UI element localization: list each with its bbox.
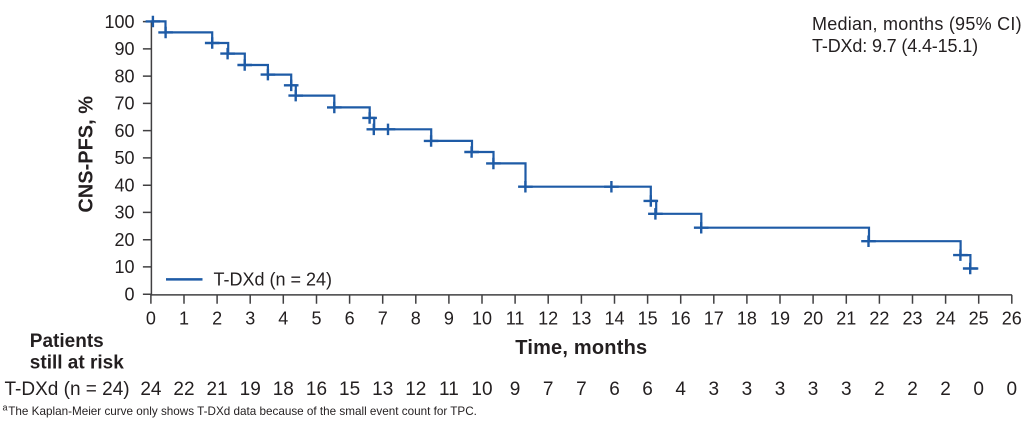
svg-text:6: 6 (609, 379, 620, 400)
svg-text:16: 16 (306, 379, 327, 400)
svg-text:7: 7 (576, 379, 587, 400)
svg-text:11: 11 (439, 379, 459, 400)
svg-text:2: 2 (212, 309, 222, 329)
svg-text:21: 21 (836, 309, 856, 329)
svg-text:2: 2 (940, 379, 951, 400)
svg-text:7: 7 (543, 379, 554, 400)
svg-text:18: 18 (737, 309, 757, 329)
svg-text:9: 9 (444, 309, 454, 329)
svg-text:1: 1 (179, 309, 189, 329)
svg-text:13: 13 (571, 309, 591, 329)
svg-text:7: 7 (378, 309, 388, 329)
svg-text:25: 25 (969, 309, 989, 329)
svg-text:a: a (3, 403, 8, 413)
svg-text:19: 19 (240, 379, 261, 400)
svg-text:24: 24 (936, 309, 956, 329)
svg-text:22: 22 (869, 309, 889, 329)
svg-text:4: 4 (675, 379, 686, 400)
svg-text:12: 12 (538, 309, 558, 329)
svg-text:19: 19 (770, 309, 790, 329)
svg-text:2: 2 (874, 379, 885, 400)
svg-text:T-DXd: 9.7 (4.4-15.1): T-DXd: 9.7 (4.4-15.1) (812, 36, 978, 56)
svg-text:8: 8 (411, 309, 421, 329)
svg-text:3: 3 (742, 379, 753, 400)
svg-text:12: 12 (405, 379, 426, 400)
svg-text:Median, months (95% CI): Median, months (95% CI) (812, 14, 1022, 34)
svg-text:17: 17 (704, 309, 724, 329)
svg-text:The Kaplan-Meier curve only sh: The Kaplan-Meier curve only shows T-DXd … (8, 405, 477, 418)
svg-text:T-DXd (n = 24): T-DXd (n = 24) (214, 269, 333, 289)
svg-text:13: 13 (372, 379, 393, 400)
svg-text:Time, months: Time, months (515, 337, 647, 359)
svg-text:9: 9 (510, 379, 521, 400)
svg-text:30: 30 (114, 203, 134, 223)
svg-text:10: 10 (471, 379, 492, 400)
svg-text:22: 22 (173, 379, 194, 400)
svg-text:24: 24 (140, 379, 162, 400)
svg-text:6: 6 (345, 309, 355, 329)
svg-text:0: 0 (973, 379, 984, 400)
svg-text:5: 5 (311, 309, 321, 329)
svg-text:4: 4 (278, 309, 288, 329)
svg-text:still at risk: still at risk (30, 352, 124, 373)
svg-text:14: 14 (604, 309, 624, 329)
svg-text:11: 11 (506, 309, 525, 329)
svg-text:0: 0 (146, 309, 156, 329)
svg-text:70: 70 (114, 94, 134, 114)
svg-text:15: 15 (339, 379, 360, 400)
svg-text:3: 3 (775, 379, 786, 400)
svg-text:T-DXd (n = 24): T-DXd (n = 24) (5, 379, 130, 400)
svg-text:26: 26 (1002, 309, 1022, 329)
svg-text:60: 60 (114, 121, 134, 141)
svg-text:0: 0 (1007, 379, 1018, 400)
svg-text:3: 3 (841, 379, 852, 400)
svg-text:18: 18 (273, 379, 294, 400)
svg-text:2: 2 (907, 379, 918, 400)
svg-text:16: 16 (671, 309, 691, 329)
svg-text:50: 50 (114, 148, 134, 168)
svg-text:40: 40 (114, 176, 134, 196)
svg-text:3: 3 (245, 309, 255, 329)
svg-text:3: 3 (709, 379, 720, 400)
svg-text:0: 0 (124, 285, 134, 305)
svg-text:21: 21 (207, 379, 228, 400)
svg-text:20: 20 (803, 309, 823, 329)
svg-text:10: 10 (472, 309, 492, 329)
svg-text:90: 90 (114, 39, 134, 59)
svg-text:15: 15 (638, 309, 658, 329)
svg-text:20: 20 (114, 230, 134, 250)
svg-text:Patients: Patients (30, 331, 104, 352)
svg-text:6: 6 (642, 379, 653, 400)
svg-text:100: 100 (104, 12, 134, 32)
svg-text:CNS-PFS, %: CNS-PFS, % (75, 96, 97, 213)
svg-text:10: 10 (114, 257, 134, 277)
svg-text:80: 80 (114, 66, 134, 86)
svg-text:23: 23 (902, 309, 922, 329)
svg-text:3: 3 (808, 379, 819, 400)
